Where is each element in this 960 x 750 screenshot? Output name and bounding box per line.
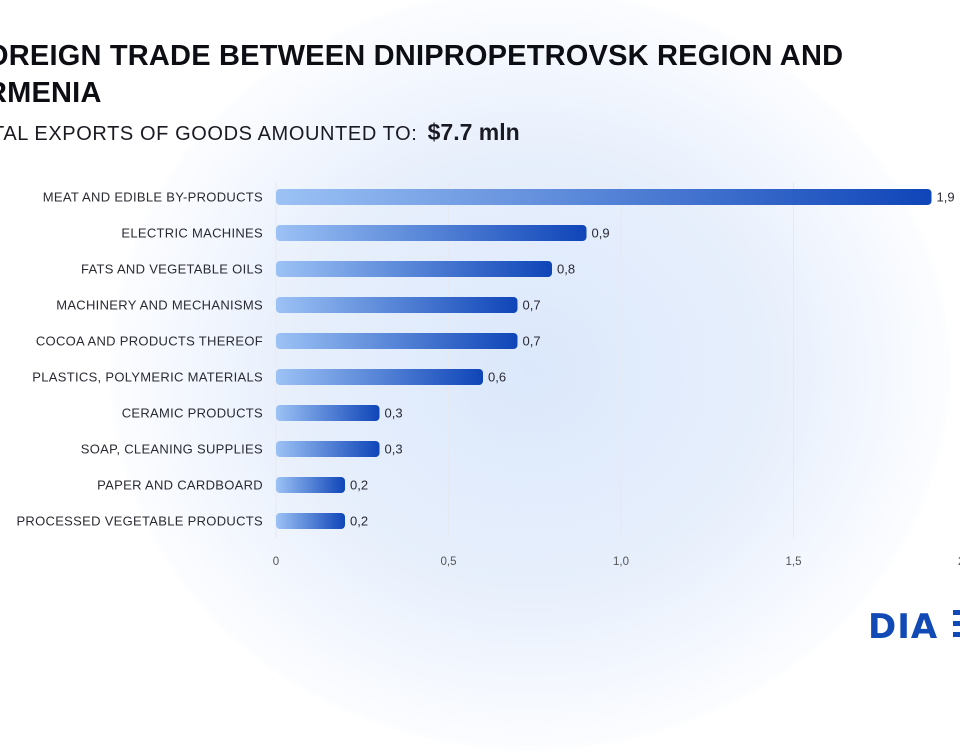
x-tick-label: 0	[273, 556, 279, 568]
value-label: 0,3	[385, 442, 403, 457]
bar	[276, 441, 380, 457]
grid-lines	[275, 182, 794, 538]
category-labels: MEAT AND EDIBLE BY-PRODUCTS ELECTRIC MACH…	[16, 190, 263, 529]
bar	[276, 297, 518, 313]
value-label: 0,9	[592, 226, 610, 241]
category-label: SOAP, CLEANING SUPPLIES	[81, 442, 263, 457]
chart-subtitle: TAL EXPORTS OF GOODS AMOUNTED TO: $7.7 m…	[0, 119, 520, 146]
bar	[276, 333, 518, 349]
value-label: 1,9	[937, 190, 955, 205]
x-tick-label: 0,5	[441, 556, 457, 568]
x-tick-label: 2,0	[958, 556, 960, 568]
category-label: MACHINERY AND MECHANISMS	[56, 298, 263, 313]
value-label: 0,2	[350, 514, 368, 529]
logo-mark-icon	[953, 610, 960, 642]
value-label: 0,3	[385, 406, 403, 421]
chart-title: OREIGN TRADE BETWEEN DNIPROPETROVSK REGI…	[0, 40, 844, 109]
bar	[276, 225, 587, 241]
value-labels: 1,9 0,9 0,8 0,7 0,7 0,6 0,3 0,3 0,2 0,2	[350, 190, 955, 529]
bars	[276, 189, 932, 529]
category-label: CERAMIC PRODUCTS	[122, 406, 263, 421]
bar	[276, 405, 380, 421]
bar-chart: MEAT AND EDIBLE BY-PRODUCTS ELECTRIC MACH…	[16, 182, 960, 568]
dia-logo: DIA	[868, 607, 939, 647]
value-label: 0,2	[350, 478, 368, 493]
category-label: FATS AND VEGETABLE OILS	[81, 262, 263, 277]
bar	[276, 477, 345, 493]
category-label: PAPER AND CARDBOARD	[97, 478, 263, 493]
value-label: 0,8	[557, 262, 575, 277]
category-label: PROCESSED VEGETABLE PRODUCTS	[16, 514, 263, 529]
bar	[276, 369, 483, 385]
category-label: PLASTICS, POLYMERIC MATERIALS	[32, 370, 263, 385]
bar	[276, 261, 552, 277]
value-label: 0,6	[488, 370, 506, 385]
bar	[276, 513, 345, 529]
category-label: MEAT AND EDIBLE BY-PRODUCTS	[43, 190, 263, 205]
subtitle-label: TAL EXPORTS OF GOODS AMOUNTED TO:	[0, 123, 418, 145]
value-label: 0,7	[523, 298, 541, 313]
bar	[276, 189, 932, 205]
background-glow	[110, 0, 950, 750]
x-axis-ticks: 0 0,5 1,0 1,5 2,0	[273, 556, 960, 568]
x-tick-label: 1,0	[613, 556, 629, 568]
subtitle-amount: $7.7 mln	[427, 119, 520, 145]
value-label: 0,7	[523, 334, 541, 349]
category-label: ELECTRIC MACHINES	[121, 226, 263, 241]
x-tick-label: 1,5	[786, 556, 802, 568]
category-label: COCOA AND PRODUCTS THEREOF	[36, 334, 263, 349]
